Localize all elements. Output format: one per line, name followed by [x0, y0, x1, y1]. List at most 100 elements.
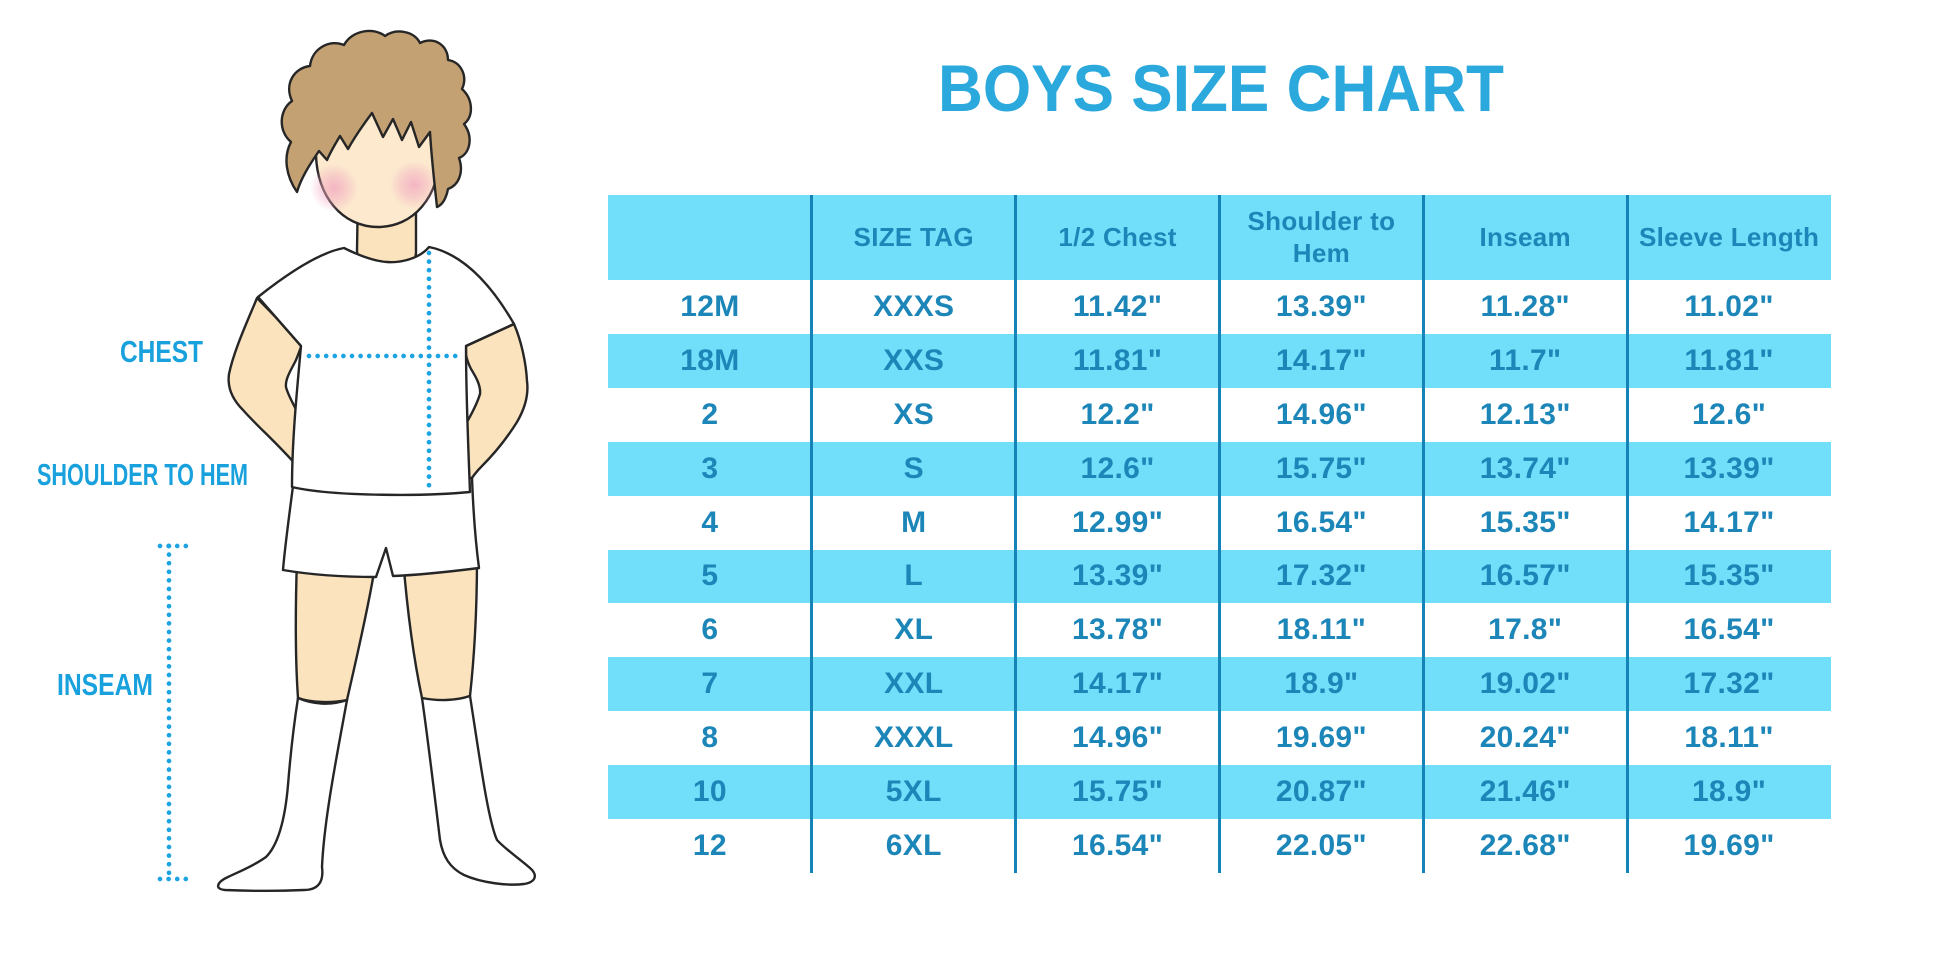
table-cell: 11.28" — [1480, 289, 1570, 323]
table-cell: 6XL — [885, 829, 942, 863]
table-cell: 18M — [680, 343, 740, 377]
header-cell-inseam: Inseam — [1479, 221, 1571, 252]
table-cell: 15.35" — [1479, 505, 1571, 539]
boy-shirt-sleeve-lines — [257, 296, 515, 348]
table-cell: 19.02" — [1479, 667, 1571, 701]
table-cell: XXXL — [873, 721, 954, 755]
table-cell: 14.96" — [1275, 397, 1367, 431]
boy-hair — [280, 29, 473, 209]
column-divider-4 — [1421, 195, 1425, 873]
table-cell: 13.74" — [1479, 451, 1571, 485]
table-cell: 13.39" — [1275, 289, 1367, 323]
table-cell: 14.17" — [1275, 343, 1367, 377]
table-cell: 16.54" — [1072, 829, 1164, 863]
inseam-label: INSEAM — [57, 667, 153, 702]
table-cell: 12 — [692, 829, 727, 863]
header-cell-sleeve-length: Sleeve Length — [1638, 221, 1820, 252]
title-block: BOYS SIZE CHART — [938, 51, 1504, 125]
table-cell: 18.9" — [1284, 667, 1359, 701]
table-cell: XXL — [884, 667, 944, 701]
table-cell: 12.99" — [1072, 505, 1164, 539]
table-cell: M — [901, 505, 927, 539]
header-cell-size-tag: SIZE TAG — [853, 221, 974, 252]
table-cell: 14.17" — [1683, 505, 1775, 539]
table-cell: 12.6" — [1692, 397, 1767, 431]
table-cell: 15.75" — [1072, 775, 1164, 809]
table-cell: 5XL — [885, 775, 942, 809]
table-cell: 11.81" — [1684, 343, 1774, 377]
table-cell: 7 — [701, 667, 719, 701]
table-cell: 12.6" — [1080, 451, 1155, 485]
table-cell: 10 — [692, 775, 727, 809]
boy-blush-left — [310, 164, 358, 212]
table-cell: XL — [894, 613, 934, 647]
table-cell: 18.11" — [1276, 613, 1367, 647]
table-cell: 11.02" — [1684, 289, 1774, 323]
table-cell: XS — [893, 397, 935, 431]
table-cell: 3 — [701, 451, 719, 485]
column-divider-1 — [810, 195, 814, 873]
table-cell: S — [903, 451, 924, 485]
table-cell: XXXS — [873, 289, 955, 323]
table-cell: 15.35" — [1683, 559, 1775, 593]
table-cell: 18.9" — [1692, 775, 1767, 809]
column-divider-5 — [1625, 195, 1629, 873]
table-cell: 17.8" — [1488, 613, 1563, 647]
header-cell-size — [608, 195, 812, 280]
table-row-12M: 12M XXXS 11.42" 13.39" 11.28" 11.02" — [608, 280, 1831, 334]
table-row-12: 12 6XL 16.54" 22.05" 22.68" 19.69" — [608, 819, 1831, 873]
table-cell: 4 — [701, 505, 719, 539]
table-cell: 16.57" — [1479, 559, 1571, 593]
header-cell-shoulder-to-hem: Shoulder to Hem — [1247, 206, 1396, 268]
table-cell: 20.24" — [1479, 721, 1571, 755]
page-title: BOYS SIZE CHART — [938, 51, 1504, 125]
boy-figure: CHEST SHOULDER TO HEM INSEAM — [37, 29, 536, 892]
boy-right-arm — [462, 322, 529, 485]
table-cell: 11.81" — [1072, 343, 1163, 377]
table-cell: 16.54" — [1275, 505, 1367, 539]
table-cell: 15.75" — [1275, 451, 1367, 485]
column-divider-2 — [1014, 195, 1018, 873]
table-cell: L — [904, 559, 924, 593]
table-row-8: 8 XXXL 14.96" 19.69" 20.24" 18.11" — [608, 711, 1831, 765]
table-cell: 22.68" — [1479, 829, 1571, 863]
table-row-2: 2 XS 12.2" 14.96" 12.13" 12.6" — [608, 388, 1831, 442]
chest-label: CHEST — [120, 334, 203, 369]
table-cell: 8 — [701, 721, 719, 755]
boy-shirt — [256, 245, 516, 497]
boy-left-leg — [294, 556, 376, 704]
table-cell: 13.39" — [1072, 559, 1164, 593]
table-row-4: 4 M 12.99" 16.54" 15.35" 14.17" — [608, 496, 1831, 550]
table-cell: 12M — [680, 289, 740, 323]
table-cell: 21.46" — [1479, 775, 1571, 809]
measure-lines — [157, 250, 465, 882]
table-cell: 17.32" — [1275, 559, 1367, 593]
table-cell: 11.7" — [1489, 343, 1562, 377]
table-cell: 13.39" — [1683, 451, 1775, 485]
table-row-6: 6 XL 13.78" 18.11" 17.8" 16.54" — [608, 603, 1831, 657]
table-cell: 14.96" — [1072, 721, 1164, 755]
boy-shorts — [281, 476, 481, 579]
table-cell: 5 — [701, 559, 719, 593]
table-cell: 13.78" — [1072, 613, 1164, 647]
boy-left-sock — [217, 696, 349, 892]
table-cell: 19.69" — [1683, 829, 1775, 863]
table-cell: XXS — [883, 343, 945, 377]
table-cell: 12.13" — [1479, 397, 1571, 431]
boy-right-leg — [401, 556, 479, 702]
shoulder-to-hem-label: SHOULDER TO HEM — [37, 457, 248, 492]
table-cell: 12.2" — [1080, 397, 1155, 431]
table-cell: 22.05" — [1275, 829, 1367, 863]
table-cell: 6 — [701, 613, 719, 647]
table-cell: 18.11" — [1684, 721, 1774, 755]
table-cell: 19.69" — [1275, 721, 1367, 755]
column-divider-3 — [1218, 195, 1221, 873]
table-cell: 16.54" — [1683, 613, 1775, 647]
header-cell-half-chest: 1/2 Chest — [1058, 221, 1177, 252]
table-cell: 11.42" — [1072, 289, 1163, 323]
table-cell: 17.32" — [1683, 667, 1775, 701]
table-cell: 20.87" — [1275, 775, 1367, 809]
table-cell: 2 — [701, 397, 719, 431]
size-table: SIZE TAG 1/2 Chest Shoulder to Hem Insea… — [608, 195, 1831, 873]
